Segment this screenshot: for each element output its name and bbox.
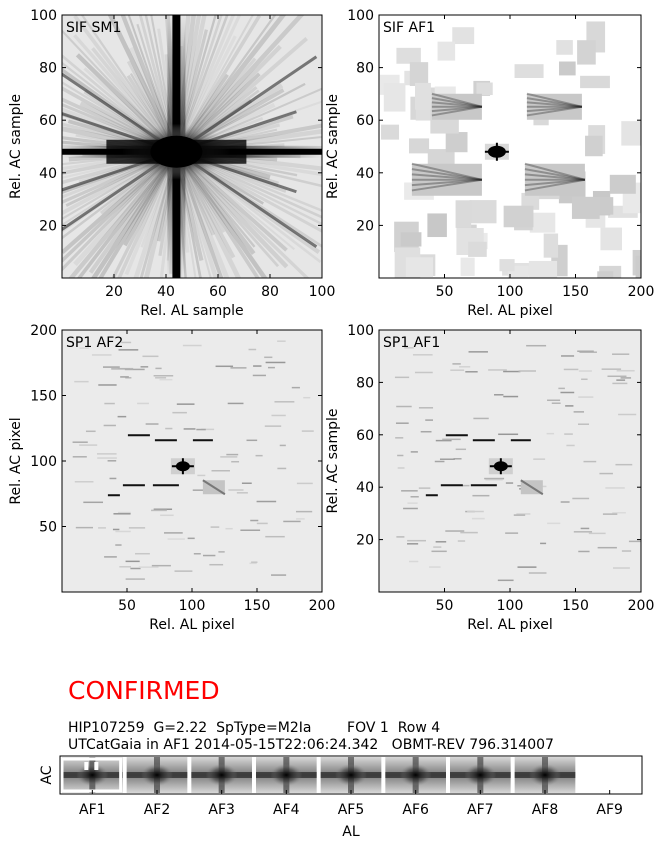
y-axis-label: Rel. AC sample (8, 94, 24, 199)
x-tick-label: 80 (261, 284, 279, 300)
panel-title: SIF SM1 (66, 20, 121, 36)
y-tick-label: 60 (356, 113, 374, 129)
strip-cell-af3 (191, 757, 252, 793)
info-line-1: HIP107259 G=2.22 SpType=M2Ia FOV 1 Row 4 (68, 720, 441, 736)
strip-tick-label: AF6 (402, 802, 429, 818)
x-tick-label: 60 (209, 284, 227, 300)
strip-cell-af1 (60, 757, 123, 793)
y-tick-label: 100 (347, 323, 374, 339)
strip-tick-label: AF8 (532, 802, 559, 818)
strip-tick-label: AF7 (467, 802, 494, 818)
y-tick-label: 20 (356, 533, 374, 549)
y-tick-label: 40 (39, 166, 57, 182)
strip-tick-label: AF3 (208, 802, 235, 818)
af-strip: AF1 AF2 AF3 AF4 AF5 AF6 AF7 AF8 AF9 AL AC (39, 755, 643, 840)
x-tick-label: 100 (497, 598, 524, 614)
y-tick-label: 150 (30, 389, 57, 405)
strip-cell-af2 (126, 757, 188, 793)
y-tick-label: 80 (39, 61, 57, 77)
x-axis-label: Rel. AL pixel (467, 303, 552, 319)
panel-title: SP1 AF1 (383, 335, 440, 351)
strip-tick-label: AF5 (338, 802, 365, 818)
y-tick-label: 40 (356, 480, 374, 496)
x-tick-label: 50 (118, 598, 136, 614)
x-tick-label: 150 (244, 598, 271, 614)
x-tick-label: 150 (562, 598, 589, 614)
panel-title: SIF AF1 (383, 20, 435, 36)
panel-sif-af1: 50 100 150 200 20 40 60 80 100 SIF AF1 Rel. AL pix… (325, 8, 655, 319)
x-tick-label: 20 (105, 284, 123, 300)
info-line-2: UTCatGaia in AF1 2014-05-15T22:06:24.342… (68, 737, 554, 753)
strip-cell-af8 (514, 757, 576, 793)
x-tick-label: 100 (497, 284, 524, 300)
x-tick-label: 100 (309, 284, 336, 300)
strip-x-label: AL (342, 824, 360, 840)
y-tick-label: 100 (347, 8, 374, 24)
x-tick-label: 150 (562, 284, 589, 300)
y-axis-label: Rel. AC sample (325, 409, 341, 514)
x-tick-label: 200 (628, 284, 655, 300)
strip-cell-af7 (450, 757, 511, 793)
x-tick-label: 200 (628, 598, 655, 614)
y-tick-label: 60 (39, 113, 57, 129)
panel-sp1-af1: 50 100 150 200 20 40 60 80 100 SP1 AF1 Rel. AL pix… (325, 323, 654, 633)
x-axis-label: Rel. AL sample (140, 303, 243, 319)
x-tick-label: 50 (436, 598, 454, 614)
y-tick-label: 20 (39, 218, 57, 234)
x-tick-label: 50 (436, 284, 454, 300)
x-tick-label: 40 (157, 284, 175, 300)
x-axis-label: Rel. AL pixel (149, 617, 234, 633)
x-axis-label: Rel. AL pixel (467, 617, 552, 633)
y-tick-label: 100 (30, 454, 57, 470)
y-tick-label: 200 (30, 323, 57, 339)
panel-sp1-af2: 50 100 150 200 50 100 150 200 SP1 AF2 Rel. AL pix… (8, 323, 335, 633)
strip-tick-label: AF4 (273, 802, 300, 818)
panel-sif-sm1: 20 40 60 80 100 20 40 60 80 100 SIF SM1 Rel. AL sam… (8, 8, 336, 319)
y-tick-label: 40 (356, 166, 374, 182)
strip-tick-label: AF1 (79, 802, 106, 818)
status-label: CONFIRMED (68, 676, 220, 705)
y-axis-label: Rel. AC pixel (8, 417, 24, 504)
strip-cell-af4 (256, 757, 317, 793)
y-tick-label: 50 (39, 520, 57, 536)
x-tick-label: 200 (309, 598, 336, 614)
y-tick-label: 20 (356, 218, 374, 234)
y-tick-label: 100 (30, 8, 57, 24)
x-tick-label: 100 (179, 598, 206, 614)
strip-cell-af5 (320, 757, 382, 793)
strip-tick-label: AF9 (596, 802, 623, 818)
strip-cell-af6 (385, 757, 446, 793)
panel-title: SP1 AF2 (66, 335, 123, 351)
y-tick-label: 80 (356, 61, 374, 77)
strip-y-label: AC (39, 765, 55, 784)
y-tick-label: 60 (356, 428, 374, 444)
y-axis-label: Rel. AC sample (325, 94, 341, 199)
strip-tick-label: AF2 (144, 802, 171, 818)
y-tick-label: 80 (356, 375, 374, 391)
